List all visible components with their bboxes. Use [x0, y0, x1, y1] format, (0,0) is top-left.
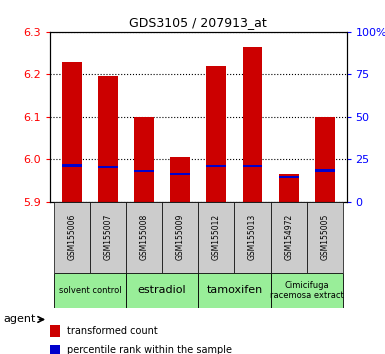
Text: GSM155006: GSM155006 [67, 214, 76, 261]
Bar [271, 202, 307, 273]
Bar [162, 202, 198, 273]
Text: GSM155008: GSM155008 [139, 214, 149, 260]
Bar [271, 273, 343, 308]
Bar [54, 202, 90, 273]
Text: GSM154972: GSM154972 [284, 214, 293, 260]
Bar [62, 164, 82, 167]
Text: Cimicifuga
racemosa extract: Cimicifuga racemosa extract [270, 281, 343, 300]
Bar [206, 165, 226, 167]
Bar [170, 157, 190, 202]
Bar [62, 62, 82, 202]
Bar [243, 47, 263, 202]
Text: GSM155005: GSM155005 [320, 214, 329, 261]
Bar [170, 173, 190, 176]
Bar [50, 325, 60, 337]
Title: GDS3105 / 207913_at: GDS3105 / 207913_at [129, 16, 267, 29]
Bar [98, 166, 118, 168]
Bar [279, 176, 299, 178]
Bar [126, 202, 162, 273]
Text: percentile rank within the sample: percentile rank within the sample [67, 345, 233, 354]
Bar [307, 202, 343, 273]
Text: GSM155009: GSM155009 [176, 214, 185, 261]
Bar [243, 165, 263, 167]
Bar [50, 344, 60, 354]
Text: solvent control: solvent control [59, 286, 121, 295]
Text: GSM155007: GSM155007 [104, 214, 112, 261]
Text: GSM155013: GSM155013 [248, 214, 257, 260]
Text: estradiol: estradiol [138, 285, 186, 295]
Bar [234, 202, 271, 273]
Bar [279, 174, 299, 202]
Bar [54, 273, 126, 308]
Text: tamoxifen: tamoxifen [206, 285, 263, 295]
Text: transformed count: transformed count [67, 326, 158, 336]
Text: GSM155012: GSM155012 [212, 214, 221, 260]
Bar [206, 66, 226, 202]
Bar [198, 273, 271, 308]
Bar [315, 117, 335, 202]
Text: agent: agent [4, 314, 36, 325]
Bar [198, 202, 234, 273]
Bar [90, 202, 126, 273]
Bar [134, 170, 154, 172]
Bar [126, 273, 198, 308]
Bar [98, 76, 118, 202]
Bar [315, 169, 335, 172]
Bar [134, 117, 154, 202]
